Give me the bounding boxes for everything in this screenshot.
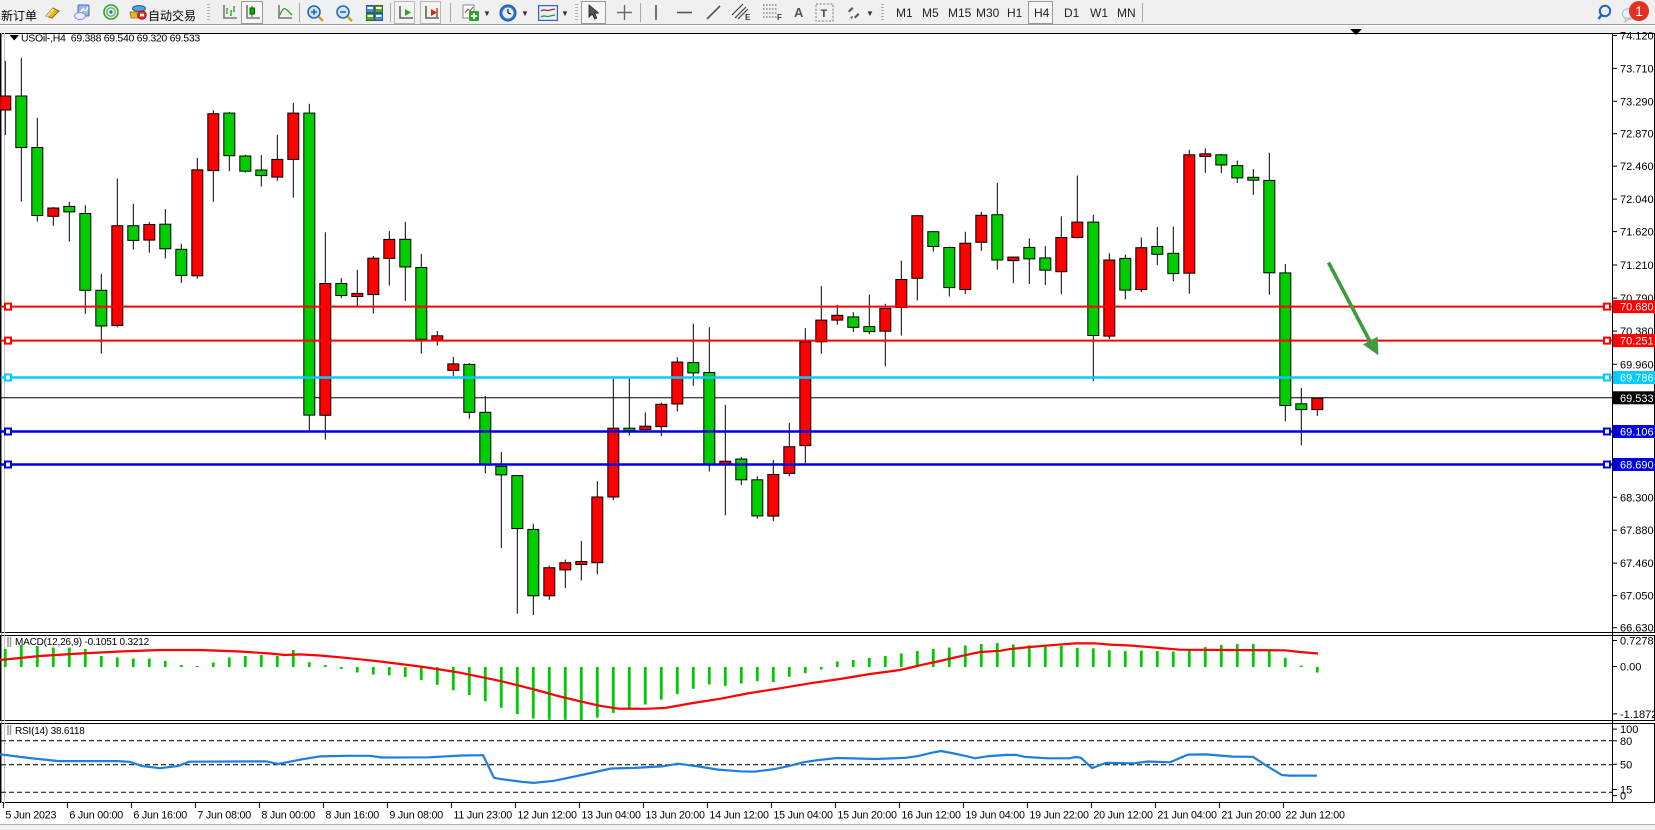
svg-text:13 Jun 20:00: 13 Jun 20:00 (645, 810, 705, 822)
svg-text:-1.1872: -1.1872 (1620, 709, 1655, 721)
svg-text:21 Jun 04:00: 21 Jun 04:00 (1157, 810, 1217, 822)
svg-text:69.533: 69.533 (1620, 393, 1654, 405)
svg-text:72.040: 72.040 (1620, 194, 1654, 206)
svg-text:15: 15 (1620, 785, 1632, 797)
svg-text:73.290: 73.290 (1620, 96, 1654, 108)
svg-text:5 Jun 2023: 5 Jun 2023 (5, 810, 56, 822)
svg-text:7 Jun 08:00: 7 Jun 08:00 (197, 810, 251, 822)
svg-text:16 Jun 12:00: 16 Jun 12:00 (901, 810, 961, 822)
svg-text:8 Jun 16:00: 8 Jun 16:00 (325, 810, 379, 822)
svg-text:15 Jun 04:00: 15 Jun 04:00 (773, 810, 833, 822)
svg-text:67.050: 67.050 (1620, 591, 1654, 603)
svg-text:70.251: 70.251 (1620, 336, 1654, 348)
svg-text:RSI(14) 38.6118: RSI(14) 38.6118 (15, 726, 85, 737)
svg-text:20 Jun 12:00: 20 Jun 12:00 (1093, 810, 1153, 822)
svg-text:67.460: 67.460 (1620, 558, 1654, 570)
svg-text:100: 100 (1620, 724, 1638, 736)
svg-text:70.680: 70.680 (1620, 302, 1654, 314)
svg-text:19 Jun 04:00: 19 Jun 04:00 (965, 810, 1025, 822)
svg-text:69.106: 69.106 (1620, 427, 1654, 439)
svg-text:E: E (745, 13, 751, 21)
svg-text:68.300: 68.300 (1620, 492, 1654, 504)
svg-text:72.870: 72.870 (1620, 129, 1654, 141)
svg-text:71.620: 71.620 (1620, 227, 1654, 239)
svg-text:80: 80 (1620, 736, 1632, 748)
svg-text:74.120: 74.120 (1620, 31, 1654, 43)
svg-text:11 Jun 23:00: 11 Jun 23:00 (453, 810, 512, 822)
svg-text:68.690: 68.690 (1620, 460, 1654, 472)
svg-text:6 Jun 00:00: 6 Jun 00:00 (69, 810, 123, 822)
svg-text:F: F (777, 13, 782, 21)
svg-text:69.786: 69.786 (1620, 373, 1654, 385)
svg-text:6 Jun 16:00: 6 Jun 16:00 (133, 810, 187, 822)
svg-text:21 Jun 20:00: 21 Jun 20:00 (1221, 810, 1281, 822)
svg-text:14 Jun 12:00: 14 Jun 12:00 (709, 810, 769, 822)
svg-text:13 Jun 04:00: 13 Jun 04:00 (581, 810, 641, 822)
svg-text:67.880: 67.880 (1620, 525, 1654, 537)
svg-text:72.460: 72.460 (1620, 161, 1654, 173)
svg-text:8 Jun 00:00: 8 Jun 00:00 (261, 810, 315, 822)
svg-text:22 Jun 12:00: 22 Jun 12:00 (1285, 810, 1345, 822)
svg-text:73.710: 73.710 (1620, 63, 1654, 75)
svg-text:50: 50 (1620, 759, 1632, 771)
svg-text:MACD(12,26,9) -0.1051 0.3212: MACD(12,26,9) -0.1051 0.3212 (15, 637, 150, 648)
svg-text:0.00: 0.00 (1620, 662, 1641, 674)
svg-text:USOil-,H4 69.388 69.540 69.32: USOil-,H4 69.388 69.540 69.320 69.533 (21, 33, 200, 45)
svg-text:19 Jun 22:00: 19 Jun 22:00 (1029, 810, 1089, 822)
svg-text:15 Jun 20:00: 15 Jun 20:00 (837, 810, 897, 822)
svg-text:71.210: 71.210 (1620, 260, 1654, 272)
svg-text:0.7278: 0.7278 (1620, 636, 1654, 648)
svg-text:T: T (821, 8, 828, 20)
svg-text:12 Jun 12:00: 12 Jun 12:00 (517, 810, 577, 822)
svg-text:9 Jun 08:00: 9 Jun 08:00 (389, 810, 443, 822)
svg-text:69.960: 69.960 (1620, 359, 1654, 371)
svg-text:66.630: 66.630 (1620, 623, 1654, 635)
svg-text:0: 0 (1620, 791, 1626, 803)
